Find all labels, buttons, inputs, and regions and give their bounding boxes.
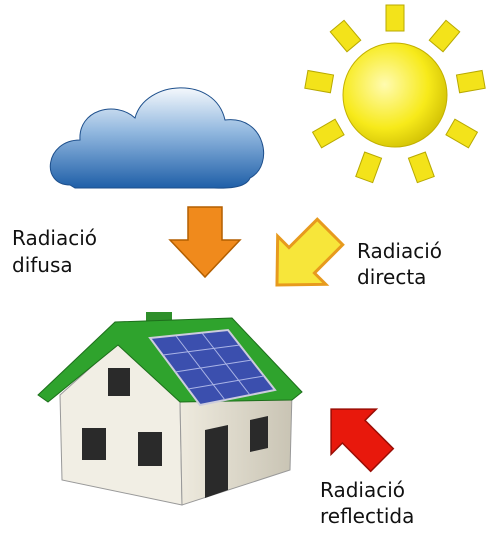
- window: [250, 416, 268, 452]
- cloud-shape: [50, 88, 263, 188]
- cloud: [50, 88, 263, 188]
- label-diffuse: Radiació: [12, 226, 97, 250]
- label-direct: directa: [357, 265, 426, 289]
- window: [108, 368, 130, 396]
- sun-ray: [305, 71, 334, 93]
- sun-ray: [456, 71, 485, 93]
- sun-disc: [343, 43, 447, 147]
- label-reflected: Radiació: [320, 478, 405, 502]
- label-reflected: reflectida: [320, 504, 414, 528]
- sun-ray: [386, 5, 404, 31]
- side-wall: [180, 392, 292, 505]
- sun: [305, 5, 485, 183]
- sun-ray: [446, 119, 478, 148]
- house: [38, 312, 302, 505]
- sun-ray: [356, 152, 382, 183]
- door: [205, 425, 228, 498]
- diagram: Radiació difusa Radiació directa Radiaci…: [0, 0, 489, 529]
- sun-ray: [330, 20, 361, 51]
- direct-arrow: [253, 208, 354, 309]
- sun-ray: [408, 152, 434, 183]
- diffuse-arrow: [170, 207, 240, 277]
- reflected-arrow: [308, 386, 404, 482]
- sun-ray: [313, 119, 345, 148]
- label-diffuse: difusa: [12, 253, 73, 277]
- label-direct: Radiació: [357, 239, 442, 263]
- window: [138, 432, 162, 466]
- window: [82, 428, 106, 460]
- sun-ray: [429, 20, 460, 51]
